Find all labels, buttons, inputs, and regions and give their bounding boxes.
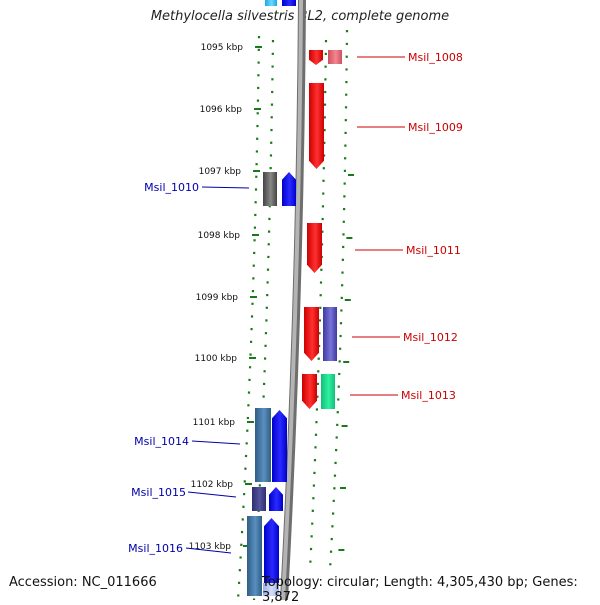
gene-arrow-msil-1011 xyxy=(307,223,322,273)
gene-label: Msil_1013 xyxy=(401,389,456,402)
gene-feature-msil-1015-annotation xyxy=(252,487,266,511)
kbp-tick-label: 1102 kbp xyxy=(191,480,234,490)
gene-arrow-msil-1009 xyxy=(309,83,324,169)
gene-feature-msil-1016-annotation xyxy=(247,516,262,596)
topology-label: Topology: circular; Length: 4,305,430 bp… xyxy=(262,575,578,605)
gene-arrow-msil-1014 xyxy=(272,410,287,482)
gene-feature-partial xyxy=(263,583,279,596)
kbp-tick-label: 1096 kbp xyxy=(200,105,243,115)
gene-label: Msil_1016 xyxy=(128,542,183,555)
kbp-tick-label: 1103 kbp xyxy=(189,542,232,552)
leader-line xyxy=(201,186,250,189)
leader-line xyxy=(187,491,237,498)
gene-label: Msil_1011 xyxy=(406,244,461,257)
leader-line xyxy=(191,440,241,445)
gene-arrow-msil-1015 xyxy=(269,487,283,511)
gene-arrow-msil-1010 xyxy=(282,172,296,206)
kbp-tick-label: 1098 kbp xyxy=(198,231,241,241)
accession-label: Accession: NC_011666 xyxy=(9,575,157,590)
gene-feature-msil-1013-annotation xyxy=(321,374,335,409)
kbp-tick-label: 1099 kbp xyxy=(196,293,239,303)
kbp-tick-label: 1097 kbp xyxy=(199,167,242,177)
gene-label: Msil_1012 xyxy=(403,331,458,344)
gene-feature-partial xyxy=(265,0,277,6)
gene-label: Msil_1009 xyxy=(408,121,463,134)
kbp-tick-label: 1100 kbp xyxy=(195,354,238,364)
gene-feature-msil-1008-annotation xyxy=(328,50,342,64)
gene-feature-partial xyxy=(282,0,296,6)
kbp-tick-label: 1101 kbp xyxy=(193,418,236,428)
gene-arrow-msil-1012 xyxy=(304,307,319,361)
gene-arrow-msil-1013 xyxy=(302,374,317,409)
backbone xyxy=(281,0,303,600)
gene-label: Msil_1015 xyxy=(131,486,186,499)
gene-feature-msil-1010-annotation xyxy=(263,172,277,206)
gene-label: Msil_1008 xyxy=(408,51,463,64)
leader-line xyxy=(185,547,232,554)
gene-arrow-msil-1016 xyxy=(264,518,279,596)
gene-arrow-msil-1008 xyxy=(309,50,323,65)
gene-label: Msil_1010 xyxy=(144,181,199,194)
kbp-tick-label: 1095 kbp xyxy=(201,43,244,53)
gene-feature-msil-1014-annotation xyxy=(255,408,271,482)
gene-label: Msil_1014 xyxy=(134,435,189,448)
gene-feature-msil-1012-annotation xyxy=(323,307,337,361)
rail-minus-outer xyxy=(236,35,261,600)
